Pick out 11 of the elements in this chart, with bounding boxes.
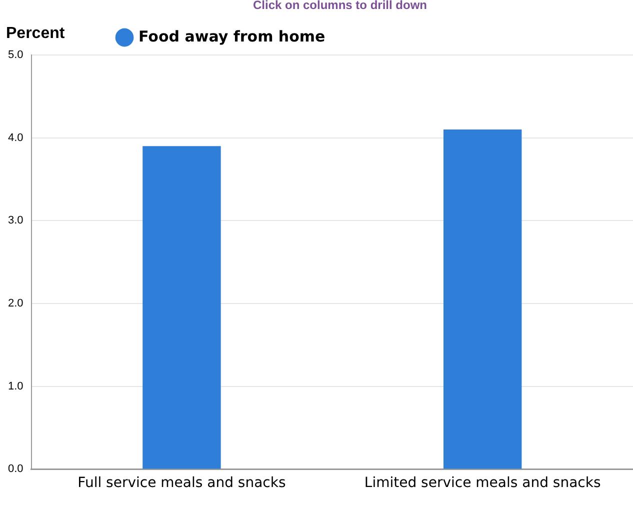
y-tick-label: 3.0 [8,214,24,227]
y-tick-label: 0.0 [8,463,24,476]
y-tick-label: 4.0 [8,132,24,144]
y-axis-title: Percent [6,25,65,43]
y-tick-label: 5.0 [8,49,24,62]
y-tick-label: 1.0 [8,380,24,392]
x-tick-label: Limited service meals and snacks [364,475,601,492]
text: Click on columns to drill down [252,0,428,12]
y-tick-label: 2.0 [8,298,24,310]
x-tick-label: Full service meals and snacks [78,475,286,492]
legend-label: Food away from home [138,27,326,46]
